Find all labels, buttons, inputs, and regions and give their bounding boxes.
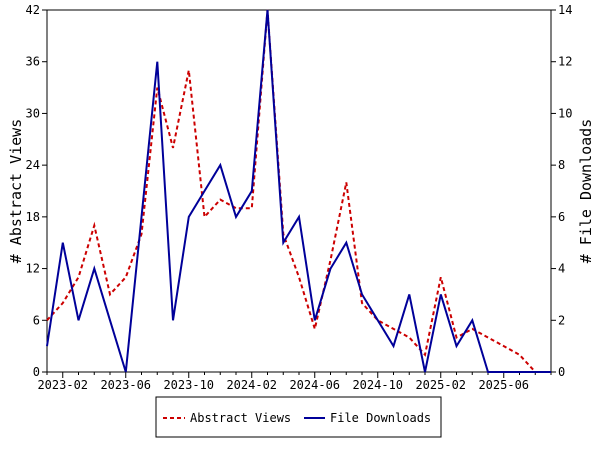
left-tick-label: 12 bbox=[26, 262, 40, 276]
right-tick-label: 6 bbox=[558, 210, 565, 224]
x-tick-label: 2024-06 bbox=[289, 378, 340, 392]
series-line-abstract-views bbox=[46, 9, 551, 373]
y-left-label: # Abstract Views bbox=[7, 119, 25, 264]
right-tick-label: 8 bbox=[558, 158, 565, 172]
right-axis: 0 2 4 6 8 10 12 14 bbox=[551, 3, 572, 379]
series-line-file-downloads bbox=[46, 9, 551, 373]
x-tick-label: 2025-02 bbox=[415, 378, 466, 392]
right-tick-label: 0 bbox=[558, 365, 565, 379]
right-tick-label: 2 bbox=[558, 313, 565, 327]
right-tick-label: 10 bbox=[558, 106, 572, 120]
legend-label-abstract-views: Abstract Views bbox=[190, 411, 291, 425]
left-tick-label: 6 bbox=[33, 313, 40, 327]
legend-label-file-downloads: File Downloads bbox=[330, 411, 431, 425]
left-tick-label: 42 bbox=[26, 3, 40, 17]
x-tick-label: 2023-10 bbox=[163, 378, 214, 392]
right-tick-label: 4 bbox=[558, 262, 565, 276]
x-tick-label: 2025-06 bbox=[478, 378, 529, 392]
right-tick-label: 12 bbox=[558, 55, 572, 69]
left-tick-label: 36 bbox=[26, 55, 40, 69]
plot-area bbox=[46, 9, 552, 373]
right-tick-label: 14 bbox=[558, 3, 572, 17]
legend-box bbox=[155, 396, 442, 438]
x-tick-label: 2024-10 bbox=[352, 378, 403, 392]
legend: Abstract Views File Downloads bbox=[155, 396, 442, 438]
left-tick-label: 18 bbox=[26, 210, 40, 224]
left-tick-label: 0 bbox=[33, 365, 40, 379]
left-tick-label: 24 bbox=[26, 158, 40, 172]
x-tick-label: 2024-02 bbox=[226, 378, 277, 392]
x-tick-label: 2023-06 bbox=[100, 378, 151, 392]
left-tick-label: 30 bbox=[26, 106, 40, 120]
series-layer bbox=[46, 9, 551, 373]
x-axis: 2023-02 2023-06 2023-10 2024-02 2024-06 2024-… bbox=[37, 372, 552, 392]
y-right-label: # File Downloads bbox=[577, 119, 595, 264]
left-axis: 0 6 12 18 24 30 36 42 bbox=[26, 3, 47, 379]
x-tick-label: 2023-02 bbox=[37, 378, 88, 392]
